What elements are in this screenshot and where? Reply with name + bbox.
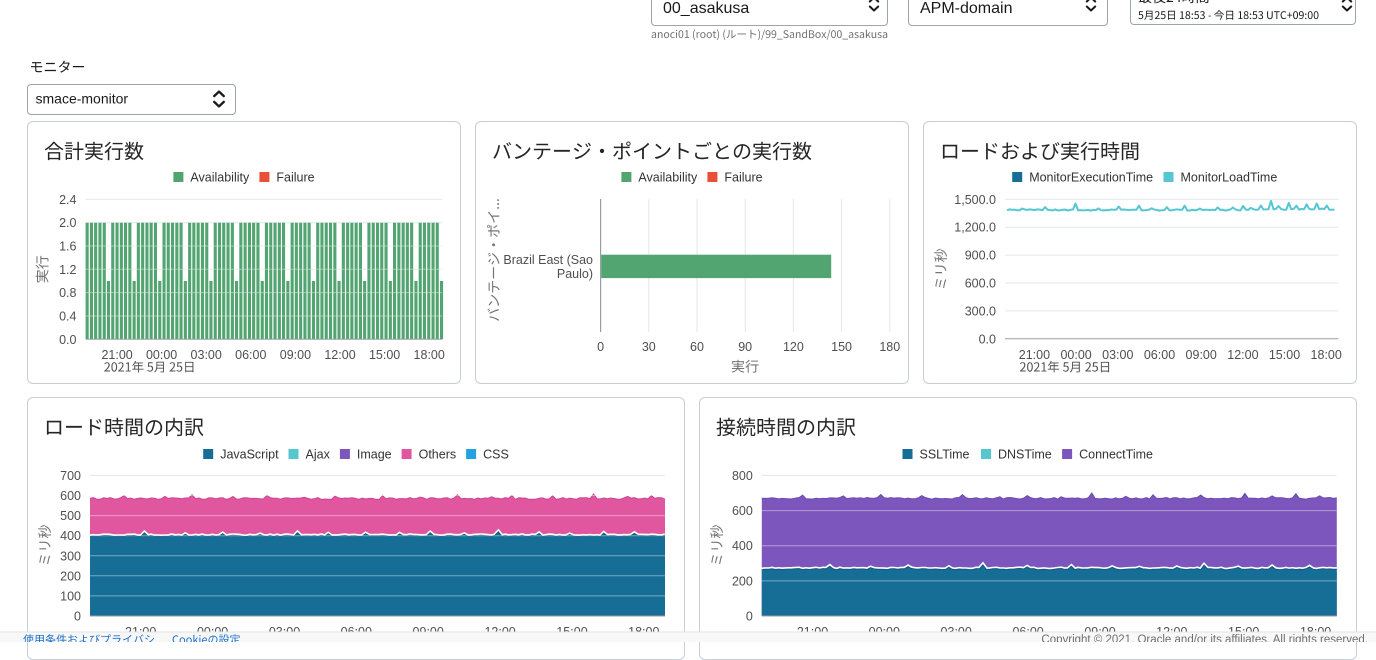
svg-text:09:00: 09:00 (280, 348, 311, 362)
svg-text:1.2: 1.2 (59, 263, 76, 277)
svg-text:MonitorExecutionTime: MonitorExecutionTime (1029, 171, 1153, 185)
svg-text:Paulo): Paulo) (557, 267, 593, 281)
svg-text:18:00: 18:00 (414, 348, 445, 362)
svg-text:06:00: 06:00 (235, 348, 266, 362)
svg-text:300.0: 300.0 (965, 304, 996, 318)
svg-text:30: 30 (642, 340, 656, 354)
svg-text:150: 150 (831, 340, 852, 354)
svg-text:200: 200 (732, 574, 753, 588)
svg-text:DNSTime: DNSTime (998, 448, 1052, 462)
svg-text:1.6: 1.6 (59, 240, 76, 254)
svg-text:2.0: 2.0 (59, 216, 76, 230)
svg-text:03:00: 03:00 (1102, 348, 1133, 362)
svg-text:Copyright © 2021, Oracle and/o: Copyright © 2021, Oracle and/or its affi… (1041, 634, 1368, 642)
svg-text:15:00: 15:00 (369, 348, 400, 362)
svg-text:MonitorLoadTime: MonitorLoadTime (1181, 171, 1278, 185)
svg-text:0.8: 0.8 (59, 286, 76, 300)
svg-text:0: 0 (597, 340, 604, 354)
svg-text:200: 200 (60, 569, 81, 583)
svg-text:12:00: 12:00 (324, 348, 355, 362)
svg-text:0: 0 (74, 610, 81, 624)
svg-text:Availability: Availability (638, 171, 698, 185)
svg-text:APM-domain: APM-domain (920, 0, 1012, 17)
svg-text:90: 90 (738, 340, 752, 354)
svg-text:Others: Others (419, 448, 457, 462)
svg-text:900.0: 900.0 (965, 249, 996, 263)
svg-text:00_asakusa: 00_asakusa (663, 0, 749, 17)
svg-text:03:00: 03:00 (191, 348, 222, 362)
svg-text:JavaScript: JavaScript (220, 448, 279, 462)
svg-text:180: 180 (879, 340, 900, 354)
svg-text:60: 60 (690, 340, 704, 354)
svg-text:18:00: 18:00 (1311, 348, 1342, 362)
svg-text:0.0: 0.0 (59, 333, 76, 347)
svg-text:0: 0 (746, 610, 753, 624)
svg-text:800: 800 (732, 469, 753, 483)
svg-text:1,500.0: 1,500.0 (954, 193, 996, 207)
svg-text:0.4: 0.4 (59, 310, 76, 324)
svg-text:2.4: 2.4 (59, 193, 76, 207)
svg-text:600: 600 (732, 504, 753, 518)
svg-text:CSS: CSS (483, 448, 509, 462)
svg-text:100: 100 (60, 589, 81, 603)
svg-text:0.0: 0.0 (979, 332, 996, 346)
svg-text:120: 120 (783, 340, 804, 354)
svg-text:00:00: 00:00 (1060, 348, 1091, 362)
svg-text:600.0: 600.0 (965, 277, 996, 291)
svg-text:SSLTime: SSLTime (920, 448, 970, 462)
svg-text:Brazil East (Sao: Brazil East (Sao (503, 253, 593, 267)
svg-text:Availability: Availability (190, 171, 250, 185)
svg-text:06:00: 06:00 (1144, 348, 1175, 362)
svg-text:00:00: 00:00 (146, 348, 177, 362)
svg-text:smace-monitor: smace-monitor (36, 91, 129, 107)
svg-text:21:00: 21:00 (101, 348, 132, 362)
svg-text:21:00: 21:00 (1019, 348, 1050, 362)
svg-text:15:00: 15:00 (1269, 348, 1300, 362)
svg-text:12:00: 12:00 (1227, 348, 1258, 362)
svg-text:09:00: 09:00 (1186, 348, 1217, 362)
svg-text:Ajax: Ajax (306, 448, 331, 462)
svg-text:400: 400 (732, 539, 753, 553)
svg-text:Failure: Failure (276, 171, 314, 185)
svg-text:Image: Image (357, 448, 392, 462)
svg-text:300: 300 (60, 549, 81, 563)
svg-text:600: 600 (60, 489, 81, 503)
svg-text:1,200.0: 1,200.0 (954, 221, 996, 235)
svg-text:ConnectTime: ConnectTime (1079, 448, 1153, 462)
svg-text:700: 700 (60, 469, 81, 483)
svg-text:Failure: Failure (724, 171, 762, 185)
svg-text:500: 500 (60, 509, 81, 523)
svg-text:400: 400 (60, 529, 81, 543)
